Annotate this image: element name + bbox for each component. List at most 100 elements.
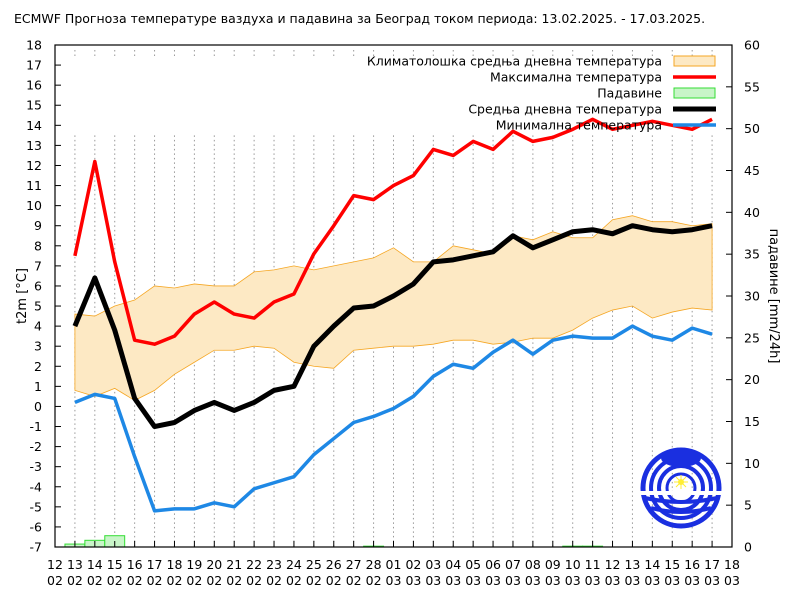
x-tick-month: 02 bbox=[47, 573, 63, 588]
y-tick-label: 1 bbox=[34, 379, 42, 394]
x-tick-month: 03 bbox=[724, 573, 740, 588]
y2-tick-label: 60 bbox=[744, 38, 760, 53]
x-tick-day: 27 bbox=[346, 557, 362, 572]
legend-label: Климатолошка средња дневна температура bbox=[367, 54, 662, 69]
x-tick-day: 20 bbox=[206, 557, 222, 572]
y-tick-label: -2 bbox=[30, 439, 42, 454]
x-tick-month: 02 bbox=[127, 573, 143, 588]
y-tick-label: 7 bbox=[34, 258, 42, 273]
x-tick-day: 23 bbox=[266, 557, 282, 572]
x-tick-month: 03 bbox=[386, 573, 402, 588]
legend-swatch bbox=[673, 55, 716, 67]
x-tick-day: 12 bbox=[47, 557, 63, 572]
x-tick-day: 03 bbox=[425, 557, 441, 572]
y-tick-label: -5 bbox=[30, 499, 42, 514]
y-tick-label: 8 bbox=[34, 238, 42, 253]
x-tick-month: 02 bbox=[206, 573, 222, 588]
y-tick-label: -3 bbox=[30, 459, 42, 474]
x-tick-month: 02 bbox=[266, 573, 282, 588]
x-tick-month: 03 bbox=[485, 573, 501, 588]
x-tick-day: 24 bbox=[286, 557, 302, 572]
x-tick-month: 03 bbox=[565, 573, 581, 588]
x-tick-month: 02 bbox=[107, 573, 123, 588]
y-tick-label: 6 bbox=[34, 278, 42, 293]
x-tick-day: 14 bbox=[644, 557, 660, 572]
series-line-4 bbox=[74, 324, 713, 513]
x-tick-month: 03 bbox=[684, 573, 700, 588]
x-tick-day: 16 bbox=[127, 557, 143, 572]
rhmz-logo bbox=[639, 447, 723, 529]
x-tick-month: 02 bbox=[226, 573, 242, 588]
x-tick-day: 22 bbox=[246, 557, 262, 572]
x-tick-day: 25 bbox=[306, 557, 322, 572]
x-tick-day: 04 bbox=[445, 557, 461, 572]
y-tick-label: 14 bbox=[26, 118, 42, 133]
x-tick-month: 03 bbox=[505, 573, 521, 588]
x-tick-day: 14 bbox=[87, 557, 103, 572]
y2-tick-label: 25 bbox=[744, 330, 760, 345]
x-tick-day: 28 bbox=[366, 557, 382, 572]
x-tick-day: 17 bbox=[704, 557, 720, 572]
x-tick-day: 07 bbox=[505, 557, 521, 572]
y2-tick-label: 50 bbox=[744, 121, 760, 136]
y2-tick-label: 10 bbox=[744, 456, 760, 471]
x-tick-month: 02 bbox=[67, 573, 83, 588]
x-tick-day: 06 bbox=[485, 557, 501, 572]
x-tick-month: 03 bbox=[585, 573, 601, 588]
y-tick-label: 15 bbox=[26, 98, 42, 113]
x-tick-day: 01 bbox=[386, 557, 402, 572]
x-tick-day: 26 bbox=[326, 557, 342, 572]
y-tick-label: 13 bbox=[26, 138, 42, 153]
x-tick-month: 03 bbox=[624, 573, 640, 588]
x-tick-month: 03 bbox=[525, 573, 541, 588]
series-line-1 bbox=[73, 117, 713, 346]
y2-tick-label: 20 bbox=[744, 372, 760, 387]
x-tick-month: 03 bbox=[445, 573, 461, 588]
legend-swatch bbox=[673, 87, 716, 99]
x-tick-day: 18 bbox=[724, 557, 740, 572]
x-tick-month: 02 bbox=[366, 573, 382, 588]
x-tick-month: 02 bbox=[147, 573, 163, 588]
legend-label: Средња дневна температура bbox=[468, 102, 662, 117]
x-tick-month: 02 bbox=[346, 573, 362, 588]
y-tick-label: -7 bbox=[30, 540, 42, 555]
y-tick-label: 9 bbox=[34, 218, 42, 233]
x-tick-day: 13 bbox=[67, 557, 83, 572]
x-tick-month: 03 bbox=[405, 573, 421, 588]
x-tick-month: 02 bbox=[306, 573, 322, 588]
x-tick-day: 21 bbox=[226, 557, 242, 572]
x-tick-day: 09 bbox=[545, 557, 561, 572]
y-tick-label: 10 bbox=[26, 198, 42, 213]
y-tick-label: 11 bbox=[26, 178, 42, 193]
y-tick-label: 2 bbox=[34, 359, 42, 374]
y-tick-label: 16 bbox=[26, 78, 42, 93]
x-tick-month: 03 bbox=[545, 573, 561, 588]
y-tick-label: 3 bbox=[34, 339, 42, 354]
x-tick-month: 02 bbox=[186, 573, 202, 588]
y-tick-label: 5 bbox=[34, 299, 42, 314]
series-line-3 bbox=[72, 223, 713, 430]
legend-label: Минимална температура bbox=[496, 118, 662, 133]
y2-tick-label: 35 bbox=[744, 247, 760, 262]
x-tick-day: 17 bbox=[147, 557, 163, 572]
y2-tick-label: 55 bbox=[744, 79, 760, 94]
climatology-band bbox=[74, 215, 713, 401]
x-tick-month: 03 bbox=[425, 573, 441, 588]
x-tick-month: 02 bbox=[246, 573, 262, 588]
legend-label: Падавине bbox=[597, 86, 662, 101]
x-tick-day: 10 bbox=[565, 557, 581, 572]
y2-tick-label: 30 bbox=[744, 289, 760, 304]
y2-axis-label: падавине [mm/24h] bbox=[766, 229, 781, 364]
x-tick-month: 03 bbox=[605, 573, 621, 588]
x-tick-day: 16 bbox=[684, 557, 700, 572]
x-tick-month: 03 bbox=[465, 573, 481, 588]
x-tick-day: 05 bbox=[465, 557, 481, 572]
x-tick-day: 02 bbox=[405, 557, 421, 572]
x-tick-day: 08 bbox=[525, 557, 541, 572]
y-tick-label: -4 bbox=[30, 479, 43, 494]
x-tick-month: 02 bbox=[87, 573, 103, 588]
y-tick-label: -6 bbox=[30, 519, 43, 534]
y-tick-label: 17 bbox=[26, 58, 42, 73]
